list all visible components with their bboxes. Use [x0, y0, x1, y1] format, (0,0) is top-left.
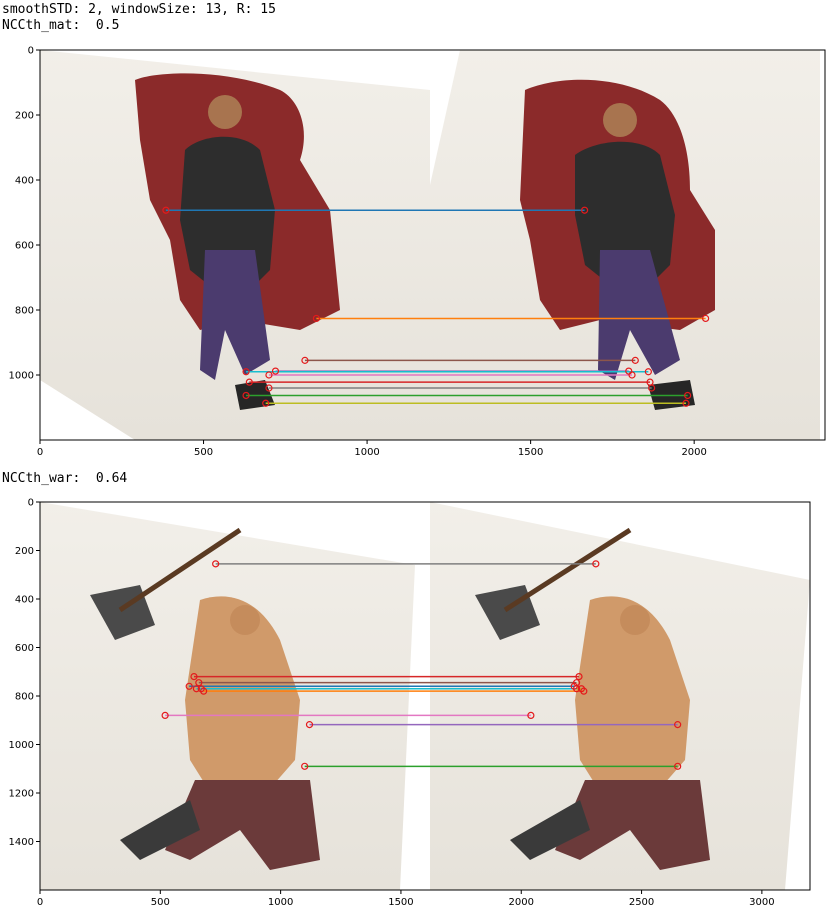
war-x-tick-label: 2500 — [629, 897, 654, 908]
mat-right-photo — [430, 50, 820, 440]
war-y-tick-label: 800 — [15, 692, 34, 703]
war-y-tick-label: 400 — [15, 595, 34, 606]
mat-keypoint-left — [262, 399, 270, 407]
mat-keypoint-right — [648, 384, 656, 392]
war-keypoint-left — [305, 721, 314, 729]
war-keypoint-left — [197, 685, 205, 693]
mat-x-tick-label: 1000 — [354, 447, 379, 458]
war-keypoint-left — [301, 762, 309, 770]
mat-keypoint-right — [628, 371, 636, 379]
war-x-tick-label: 2000 — [509, 897, 534, 908]
war-axes: 0 500 1000 1500 2000 2500 3000 0 200 400 600 800 100… — [9, 498, 811, 908]
mat-keypoint-left — [245, 378, 253, 386]
mat-keypoint-left — [271, 367, 280, 375]
war-keypoint-right — [674, 721, 682, 729]
mat-keypoint-left — [312, 314, 320, 323]
war-y-tick-label: 1200 — [9, 789, 34, 800]
war-keypoint-left — [185, 682, 193, 690]
mat-keypoint-right — [684, 391, 692, 400]
mat-y-tick-label: 0 — [28, 46, 34, 57]
war-y-tick-label: 600 — [15, 643, 34, 654]
war-keypoint-left — [192, 685, 201, 693]
war-y-tick-label: 1000 — [9, 740, 34, 751]
mat-y-tick-label: 1000 — [9, 371, 34, 382]
mat-keypoint-left — [242, 391, 250, 400]
mat-keypoint-left — [242, 368, 250, 376]
war-keypoint-right — [572, 685, 581, 693]
mat-keypoint-right — [682, 399, 690, 407]
mat-keypoint-left — [301, 356, 309, 364]
war-x-tick-label: 1000 — [268, 897, 293, 908]
war-keypoint-left — [161, 711, 169, 720]
mat-keypoint-right — [702, 314, 710, 323]
mat-x-tick-label: 1500 — [518, 447, 543, 458]
war-x-tick-label: 1500 — [388, 897, 413, 908]
mat-axes: 0 500 1000 1500 2000 0 200 400 600 800 1000 — [9, 46, 826, 458]
mat-x-tick-label: 2000 — [681, 447, 706, 458]
war-y-tick-label: 0 — [28, 498, 34, 509]
top-threshold-label: NCCth_mat: 0.5 — [2, 18, 120, 33]
war-keypoint-right — [577, 685, 586, 693]
war-y-tick-label: 1400 — [9, 837, 34, 848]
war-y-tick-label: 200 — [15, 546, 34, 557]
mat-keypoint-left — [265, 371, 273, 379]
mat-keypoint-right — [580, 206, 589, 214]
war-keypoint-left — [212, 560, 220, 568]
war-keypoint-left — [190, 672, 198, 681]
war-right-photo — [430, 502, 810, 890]
params-text: smoothSTD: 2, windowSize: 13, R: 15 — [2, 2, 276, 17]
war-left-photo — [40, 502, 415, 890]
mat-keypoint-right — [644, 368, 652, 376]
mat-y-tick-label: 400 — [15, 176, 34, 187]
mat-y-tick-label: 800 — [15, 306, 34, 317]
war-keypoint-left — [195, 679, 203, 687]
war-x-tick-label: 500 — [151, 897, 170, 908]
mat-y-tick-label: 600 — [15, 241, 34, 252]
mat-keypoint-left — [265, 384, 273, 392]
mat-x-tick-label: 500 — [194, 447, 213, 458]
mat-keypoint-left — [162, 206, 170, 214]
bottom-threshold-label: NCCth_war: 0.64 — [2, 471, 128, 486]
war-x-tick-label: 0 — [37, 897, 43, 908]
mat-x-tick-label: 0 — [37, 447, 43, 458]
mat-y-tick-label: 200 — [15, 111, 34, 122]
mat-left-photo — [40, 50, 430, 440]
war-keypoint-right — [527, 711, 535, 720]
war-keypoint-right — [592, 560, 600, 568]
war-x-tick-label: 3000 — [749, 897, 774, 908]
war-keypoint-right — [575, 672, 583, 681]
mat-keypoint-right — [631, 356, 639, 364]
war-keypoint-right — [674, 762, 682, 770]
